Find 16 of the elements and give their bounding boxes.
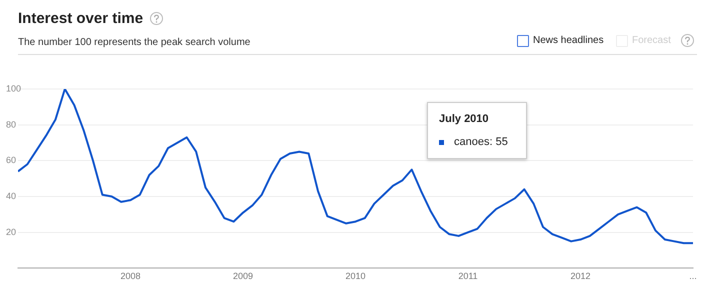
annotation: canoes: 55 [454, 136, 508, 148]
x-tick-label: 2008 [120, 271, 141, 282]
x-tick-label: 2010 [345, 271, 366, 282]
chart-title: Interest over time [18, 10, 144, 27]
y-tick-label: 60 [6, 155, 16, 166]
y-tick-label: 80 [6, 119, 16, 130]
y-tick-label: 20 [6, 226, 16, 237]
chart-subtitle: The number 100 represents the peak search volume [18, 37, 250, 48]
y-tick-label: 40 [6, 191, 16, 202]
annotation: July 2010 [439, 113, 489, 125]
x-tick-label: 2011 [458, 271, 478, 282]
x-tick-label: ... [689, 271, 697, 282]
x-tick-label: 2009 [232, 271, 254, 282]
y-tick-label: 100 [6, 83, 22, 94]
x-tick-label: 2012 [570, 271, 591, 282]
text: News headlines [533, 35, 604, 46]
